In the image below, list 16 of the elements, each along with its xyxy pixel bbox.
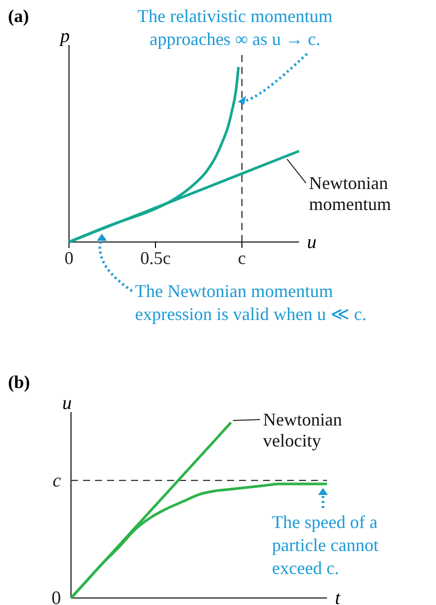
x-tick-label: 0.5c [140,248,171,268]
x-axis-title: t [335,588,341,605]
y-axis-title: p [58,26,70,47]
chart-title: (a) [8,6,29,26]
x-tick-label: c [238,248,246,268]
annotation: The relativistic momentum approaches ∞ as u → c. [138,6,332,49]
annotation: The speed of a particle cannot exceed c. [272,512,378,578]
series-label: Newtonian velocity [263,410,342,451]
y-axis-title: u [62,393,72,414]
annotation: The Newtonian momentum expression is valid when u ≪ c. [135,281,366,324]
series-label: Newtonian momentum [309,173,391,214]
x-tick-label: 0 [64,248,74,268]
chart-title: (b) [8,372,30,392]
x-axis-title: u [307,232,316,253]
ref-line-label: c [52,470,62,492]
text: 0 [52,588,61,605]
